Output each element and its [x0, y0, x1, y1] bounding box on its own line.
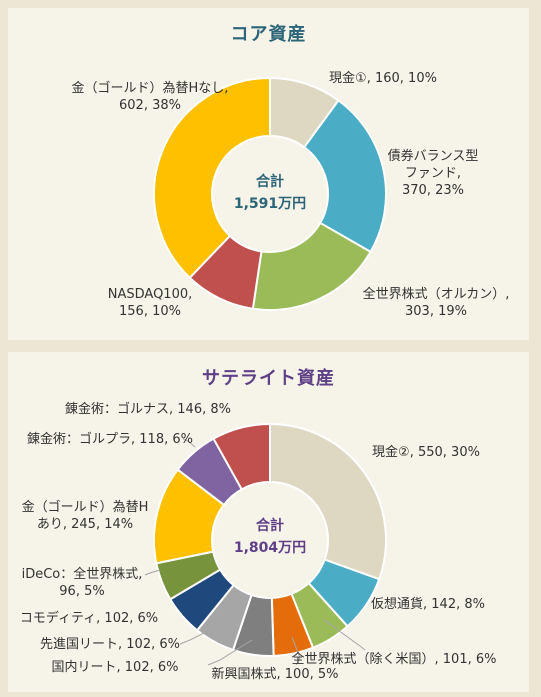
core-slice-1: [302, 98, 387, 254]
sat-leader-line-3: [291, 636, 301, 666]
sat-slice-label-1: 仮想通貨, 142, 8%: [371, 596, 485, 612]
sat-leader-line-5: [179, 629, 211, 645]
sat-slice-label-9: 錬金術：ゴルプラ, 118, 6%: [27, 431, 193, 447]
sat-center-total-value: 1,804万円: [234, 540, 306, 556]
sat-leader-line-7: [144, 569, 161, 576]
sat-slice-label-3: 新興国株式, 100, 5%: [212, 666, 339, 682]
sat-slice-10: [212, 422, 271, 491]
core-assets-title: コア資産: [230, 24, 307, 45]
sat-slice-label-7: iDeCo：全世界株式, 96, 5%: [22, 566, 143, 599]
sat-slice-label-6: コモディティ, 102, 6%: [20, 610, 158, 626]
sat-slice-label-5: 先進国リート, 102, 6%: [40, 637, 180, 652]
satellite-assets-title: サテライト資産: [202, 368, 335, 389]
core-center-total-label: 合計: [256, 173, 284, 190]
sat-leader-line-9: [182, 438, 196, 448]
sat-slice-0: [269, 422, 387, 581]
sat-slice-label-8: 金（ゴールド）為替H あり, 245, 14%: [22, 499, 149, 532]
sat-slice-label-10: 錬金術：ゴルナス, 146, 8%: [65, 401, 231, 417]
core-slice-label-0: 現金①, 160, 10%: [329, 70, 437, 86]
sat-leader-line-4: [207, 639, 253, 666]
sat-leader-line-2: [323, 619, 366, 651]
sat-center-total-label: 合計: [256, 517, 284, 534]
sat-slice-label-0: 現金②, 550, 30%: [372, 444, 480, 460]
core-donut: 現金①, 160, 10% 債券バランス型ファンド, 370, 23% 全世界株式（オ…: [72, 70, 510, 319]
core-slice-label-3: NASDAQ100, 156, 10%: [108, 287, 193, 319]
core-slice-label-4: 金（ゴールド）為替Hなし, 602, 38%: [72, 80, 229, 113]
core-slice-label-2: 全世界株式（オルカン）, 303, 19%: [363, 286, 510, 319]
sat-donut: 現金②, 550, 30% 仮想通貨, 142, 8% 全世界株式（除く米国）, 1…: [20, 401, 497, 682]
core-slice-2: [251, 221, 372, 311]
core-slice-4: [153, 76, 271, 280]
core-center-total-value: 1,591万円: [234, 196, 306, 212]
sat-slice-label-2: 全世界株式（除く米国）, 101, 6%: [292, 651, 497, 667]
sat-slice-label-4: 国内リート, 102, 6%: [52, 659, 179, 675]
core-slice-label-1: 債券バランス型ファンド, 370, 23%: [388, 148, 479, 198]
